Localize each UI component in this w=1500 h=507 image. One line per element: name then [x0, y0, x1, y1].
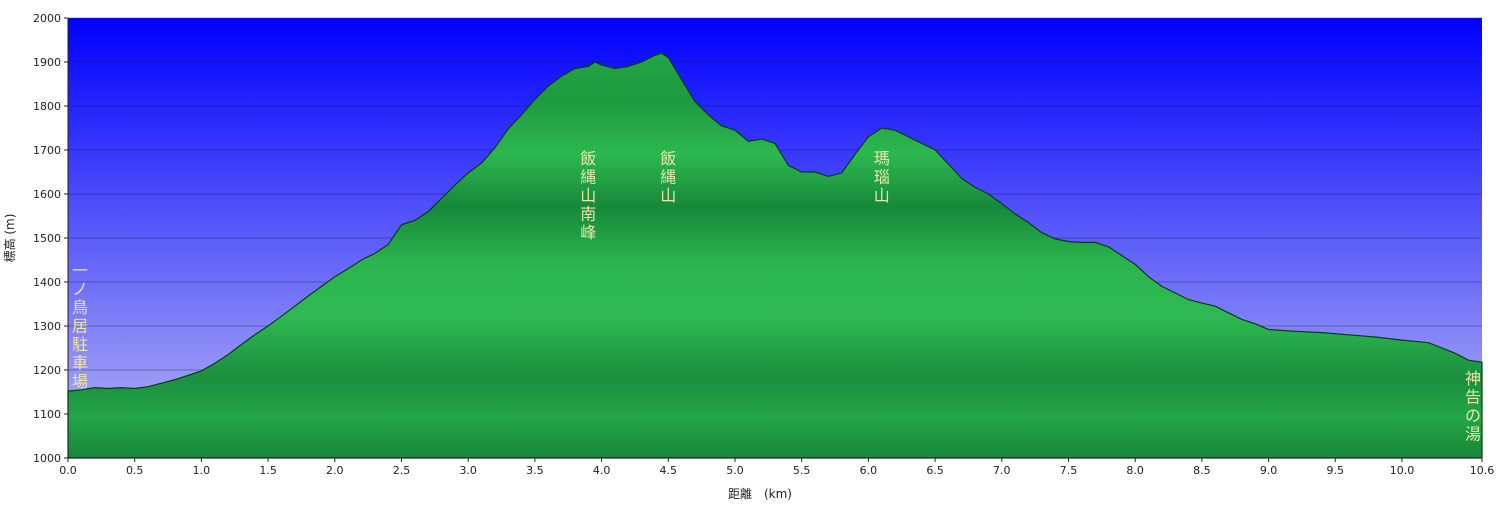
annotation-char: の	[1465, 406, 1481, 425]
x-tick-label: 1.5	[259, 464, 277, 477]
annotation-label: 瑪瑙山	[874, 149, 890, 205]
y-tick-label: 1600	[33, 188, 61, 201]
x-tick-label: 0.0	[59, 464, 77, 477]
annotation-char: 飯	[660, 149, 676, 168]
annotation-char: 鳥	[72, 298, 88, 317]
annotation-char: 車	[72, 354, 88, 373]
x-tick-label: 8.5	[1193, 464, 1211, 477]
y-tick-label: 1700	[33, 144, 61, 157]
x-tick-label: 9.0	[1260, 464, 1278, 477]
x-tick-label: 8.0	[1126, 464, 1144, 477]
annotation-char: 山	[874, 186, 890, 205]
x-tick-label: 0.5	[126, 464, 144, 477]
y-tick-label: 1800	[33, 100, 61, 113]
y-tick-label: 1400	[33, 276, 61, 289]
x-tick-label: 6.5	[926, 464, 944, 477]
y-tick-label: 1000	[33, 452, 61, 465]
x-tick-label: 3.5	[526, 464, 544, 477]
x-tick-label: 10.6	[1470, 464, 1495, 477]
x-tick-label: 3.0	[459, 464, 477, 477]
annotation-char: 山	[660, 186, 676, 205]
annotation-char: 縄	[580, 168, 596, 187]
y-axis-title: 標高 (m)	[2, 214, 17, 263]
x-tick-label: 9.5	[1327, 464, 1345, 477]
annotation-char: 告	[1465, 388, 1481, 407]
x-tick-label: 5.5	[793, 464, 811, 477]
x-axis-title: 距離 (km)	[728, 487, 792, 501]
annotation-char: 一	[72, 261, 88, 280]
x-axis-ticks: 0.0 0.5 1.0 1.5 2.0 2.5 3.0 3.5 4.0 4.5 5.0 5.5 6.0 6…	[59, 458, 1494, 477]
x-tick-label: 10.0	[1390, 464, 1415, 477]
y-tick-label: 1500	[33, 232, 61, 245]
y-tick-label: 1300	[33, 320, 61, 333]
elevation-area	[67, 52, 1483, 459]
y-tick-label: 1900	[33, 56, 61, 69]
annotation-char: 駐	[72, 335, 88, 354]
y-tick-label: 2000	[33, 12, 61, 25]
x-tick-label: 7.5	[1060, 464, 1078, 477]
x-tick-label: 1.0	[193, 464, 211, 477]
annotation-char: 山	[580, 186, 596, 205]
annotation-char: 南	[580, 205, 596, 224]
annotation-char: 縄	[660, 168, 676, 187]
x-tick-label: 7.0	[993, 464, 1011, 477]
y-tick-label: 1200	[33, 364, 61, 377]
x-tick-label: 5.0	[726, 464, 744, 477]
x-tick-label: 4.0	[593, 464, 611, 477]
y-tick-label: 1100	[33, 408, 61, 421]
annotation-char: ノ	[72, 280, 88, 299]
x-tick-label: 6.0	[860, 464, 878, 477]
annotation-char: 神	[1465, 369, 1481, 388]
annotation-char: 瑪	[874, 149, 890, 168]
annotation-char: 場	[72, 372, 88, 391]
annotation-char: 飯	[580, 149, 596, 168]
y-axis-ticks: 1000 1100 1200 1300 1400 1500 1600 1700 1800 1900…	[33, 12, 68, 465]
annotation-label: 飯縄山	[660, 149, 676, 205]
annotation-char: 居	[72, 317, 88, 336]
annotation-char: 瑙	[874, 168, 890, 187]
annotation-char: 湯	[1465, 425, 1481, 444]
x-tick-label: 4.5	[660, 464, 678, 477]
annotation-char: 峰	[580, 223, 596, 242]
x-tick-label: 2.5	[393, 464, 411, 477]
x-tick-label: 2.0	[326, 464, 344, 477]
